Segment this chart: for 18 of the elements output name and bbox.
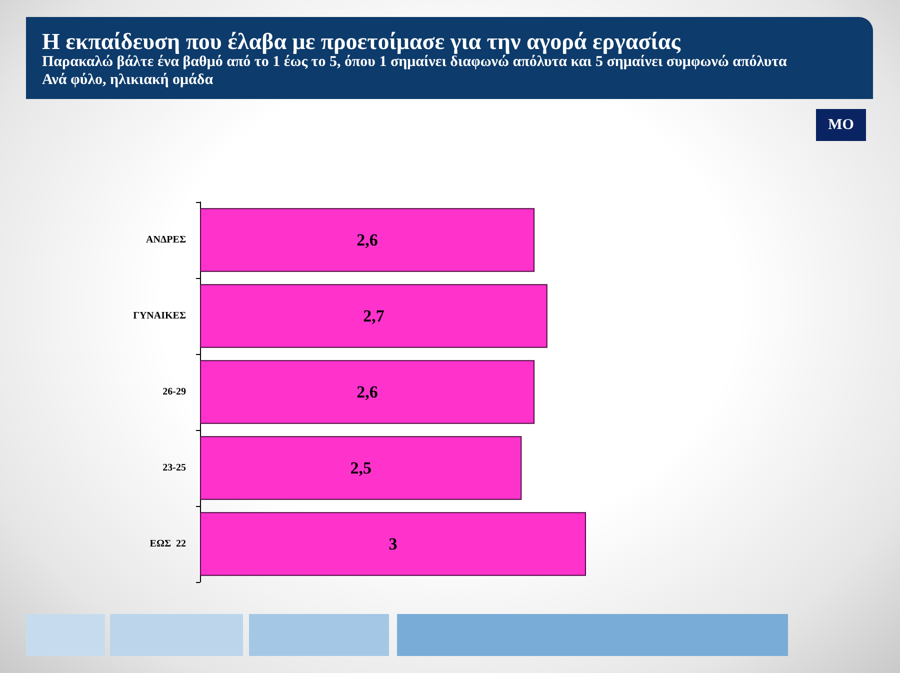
y-tick-label: ΓΥΝΑΙΚΕΣ	[133, 310, 186, 322]
chart-title: Η εκπαίδευση που έλαβα με προετοίμασε για την αγορά εργασίας	[42, 29, 680, 54]
data-label: 2,5	[350, 458, 372, 478]
bar	[200, 284, 548, 348]
data-label: 2,6	[356, 382, 378, 402]
y-tick-label: ΕΩΣ 22	[150, 538, 186, 550]
bar	[200, 360, 535, 424]
y-tick-label: ΑΝΔΡΕΣ	[146, 234, 186, 246]
chart-subtitle: Παρακαλώ βάλτε ένα βαθμό από το 1 έως το 5, όπου 1 σημαίνει διαφωνώ απόλυτα και 5 σημαίνει συμφωνώ απόλυτα Ανά φύλο, ηλικιακή ομάδα	[42, 54, 787, 89]
data-label: 3	[388, 534, 398, 554]
y-tick-label: 26-29	[162, 386, 186, 398]
bar	[200, 208, 535, 272]
data-label: 2,7	[363, 306, 385, 326]
text: ΜΟ	[816, 109, 866, 141]
bar	[200, 512, 586, 576]
data-label: 2,6	[356, 230, 378, 250]
y-tick-label: 23-25	[162, 462, 186, 474]
bar	[200, 436, 522, 500]
